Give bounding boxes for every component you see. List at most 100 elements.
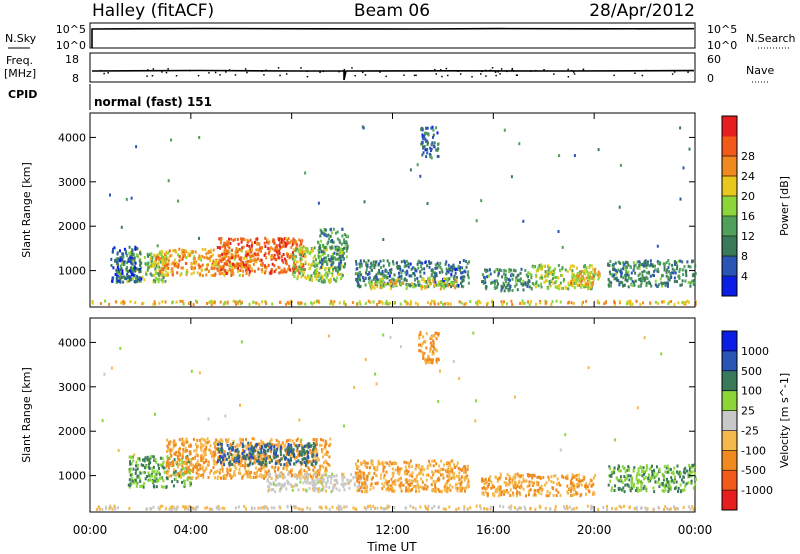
nave-dot [435,73,437,75]
data-cell [134,471,137,475]
data-cell [195,461,198,465]
data-cell [314,262,317,266]
data-cell [322,258,325,262]
data-cell [438,464,441,468]
data-cell [424,359,427,363]
data-cell [530,473,532,477]
data-cell [665,261,668,265]
data-cell [550,480,553,484]
data-cell [195,448,198,452]
data-cell [130,476,133,480]
data-cell [576,274,579,278]
data-cell [164,269,167,273]
data-cell [385,470,388,474]
data-cell [282,270,285,274]
data-cell [559,483,562,487]
data-cell [460,301,463,305]
data-cell [524,269,527,272]
data-cell [379,259,382,263]
data-cell [522,282,525,286]
data-cell [263,476,266,480]
nave-dot [497,71,499,73]
data-cell [119,268,122,272]
data-cell [167,447,170,451]
data-cell [412,282,414,286]
data-cell [212,450,215,454]
data-cell [228,250,231,254]
data-cell [265,453,268,457]
data-cell [392,262,395,266]
cpid-value: normal (fast) 151 [94,95,212,109]
data-cell [287,482,290,486]
data-cell [341,247,344,251]
data-cell [310,301,312,305]
data-cell [547,475,550,479]
data-cell [178,255,181,259]
data-cell [161,272,164,276]
data-cell [359,278,362,282]
data-cell [169,254,172,258]
data-cell [323,233,326,237]
data-cell [300,269,303,273]
data-cell [609,284,612,288]
data-cell [526,484,529,488]
data-cell [159,272,162,276]
data-cell [454,483,457,486]
data-cell [363,200,366,204]
data-cell [314,269,317,273]
data-cell [375,273,378,277]
data-cell [228,237,230,241]
data-cell [181,266,184,270]
data-cell [348,481,351,485]
data-cell [359,488,362,492]
data-cell [297,301,300,305]
data-cell [426,147,429,151]
data-cell [199,272,202,276]
data-cell [571,493,574,497]
data-cell [124,249,127,253]
data-cell [112,247,114,251]
data-cell [558,284,561,287]
data-cell [138,259,141,263]
data-cell [310,460,313,464]
data-cell [172,249,175,253]
data-cell [549,491,551,495]
data-cell [325,276,328,280]
y-tick-label: 1000 [58,265,86,278]
data-cell [573,154,576,157]
data-cell [293,261,296,265]
data-cell [518,479,521,483]
data-cell [635,300,638,303]
data-cell [356,489,359,493]
data-cell [416,479,419,483]
data-cell [126,280,129,284]
data-cell [260,457,263,461]
data-cell [268,440,271,444]
nave-dot [241,70,243,72]
data-cell [375,474,378,478]
data-cell [356,476,359,480]
data-cell [519,486,522,490]
data-cell [248,273,251,277]
data-cell [138,475,141,479]
data-cell [293,442,296,446]
data-cell [415,269,418,273]
nave-dot [447,74,449,77]
data-cell [645,264,648,268]
data-cell [316,469,319,473]
data-cell [515,486,517,490]
data-cell [571,485,573,489]
data-cell [459,268,461,272]
data-cell [518,142,521,146]
data-cell [340,272,343,276]
data-cell [289,438,292,442]
data-cell [153,300,156,304]
data-cell [181,439,184,443]
data-cell [673,303,676,307]
data-cell [134,269,136,273]
nave-dot [573,71,575,73]
data-cell [484,278,487,282]
data-cell [201,268,203,272]
data-cell [329,266,332,270]
data-cell [420,286,423,290]
